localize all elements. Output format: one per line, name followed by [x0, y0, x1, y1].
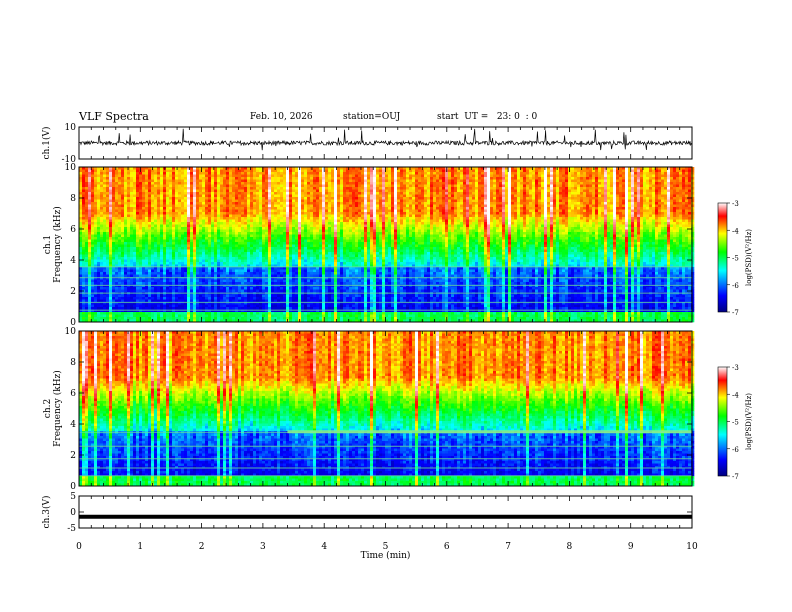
ch1-ytick-label: 10	[65, 123, 77, 133]
ch1-spec-ytick-label: 6	[70, 225, 76, 235]
ch1-colorbar-label: log(PSD)(V²/Hz)	[745, 229, 753, 286]
xaxis-tick-label: 10	[686, 542, 698, 552]
xaxis-tick-label: 1	[137, 542, 143, 552]
xaxis-tick-label: 3	[260, 542, 266, 552]
xaxis-tick-label: 6	[444, 542, 450, 552]
vlf-plot: 10-10ch.1(V)0246810ch.1 Frequency (kHz)02…	[0, 0, 792, 612]
ch1-waveform-line	[79, 129, 692, 150]
ch2-colorbar-tick-label: -3	[732, 364, 739, 372]
xaxis-tick-label: 2	[199, 542, 205, 552]
ch1-spec-ytick-label: 8	[70, 194, 76, 204]
ch2-colorbar-tick-label: -5	[732, 419, 739, 427]
xaxis-label: Time (min)	[361, 550, 411, 561]
ch2-spec-ytick-label: 0	[70, 482, 76, 492]
ch2-colorbar-tick-label: -7	[732, 473, 739, 481]
ch2-spectrogram	[79, 331, 694, 486]
ch1-spec-ylabel: Frequency (kHz)	[52, 206, 63, 283]
ch2-colorbar	[718, 367, 727, 476]
xaxis-tick-label: 9	[628, 542, 634, 552]
xaxis-tick-label: 4	[321, 542, 327, 552]
ch1-colorbar-tick-label: -5	[732, 255, 739, 263]
ch2-spec-channel-label: ch.2	[43, 399, 53, 418]
ch1-colorbar-tick-label: -6	[732, 282, 739, 290]
ch2-colorbar-label: log(PSD)(V²/Hz)	[745, 393, 753, 450]
ch1-spec-ytick-label: 2	[70, 287, 76, 297]
figure: VLF Spectra Feb. 10, 2026 station=OUJ st…	[0, 0, 792, 612]
ch1-spec-channel-label: ch.1	[43, 235, 53, 254]
ch2-spec-ytick-label: 2	[70, 451, 76, 461]
ch3-ytick-label: 0	[70, 508, 76, 518]
ch2-spec-ytick-label: 4	[70, 420, 76, 430]
ch3-ylabel: ch.3(V)	[41, 496, 52, 529]
ch1-colorbar-tick-label: -4	[732, 227, 739, 235]
ch2-spec-ytick-label: 6	[70, 389, 76, 399]
ch1-spectrogram	[79, 167, 694, 322]
ch2-spec-ylabel: Frequency (kHz)	[52, 370, 63, 447]
ch1-ylabel: ch.1(V)	[41, 127, 52, 160]
ch1-spec-ytick-label: 10	[65, 163, 77, 173]
ch1-colorbar	[718, 203, 727, 312]
xaxis-tick-label: 7	[505, 542, 511, 552]
ch1-colorbar-tick-label: -7	[732, 309, 739, 317]
ch1-colorbar-tick-label: -3	[732, 200, 739, 208]
ch2-colorbar-tick-label: -4	[732, 391, 739, 399]
ch3-ytick-label: -5	[67, 524, 76, 534]
xaxis-tick-label: 0	[76, 542, 82, 552]
ch1-spec-ytick-label: 4	[70, 256, 76, 266]
ch3-ytick-label: 5	[70, 492, 76, 502]
ch2-spec-ytick-label: 8	[70, 358, 76, 368]
ch2-spec-ytick-label: 10	[65, 327, 77, 337]
xaxis-tick-label: 8	[567, 542, 573, 552]
ch2-colorbar-tick-label: -6	[732, 446, 739, 454]
